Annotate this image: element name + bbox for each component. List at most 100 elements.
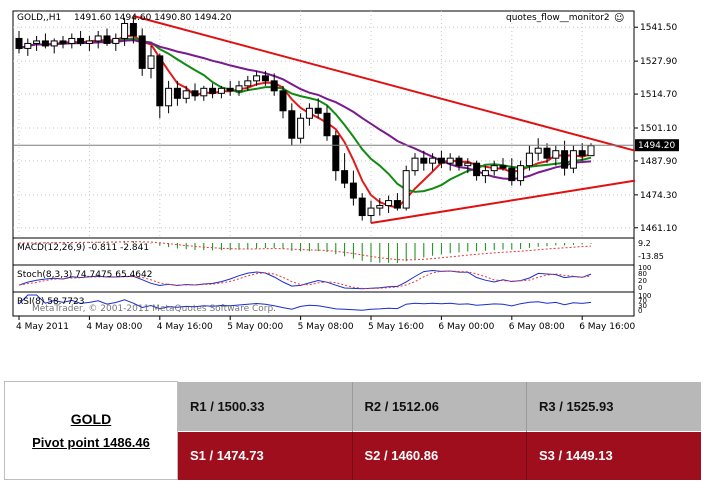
time-tick-label: 4 May 2011 bbox=[16, 322, 69, 332]
candle-body bbox=[156, 55, 164, 107]
candle bbox=[349, 170, 357, 206]
candle bbox=[305, 103, 313, 126]
macd-bar bbox=[247, 243, 249, 250]
macd-bar bbox=[282, 243, 284, 250]
candle-body bbox=[15, 37, 23, 49]
candle-body bbox=[191, 90, 199, 97]
stoch-axis-0: 0 bbox=[638, 284, 642, 292]
macd-bar bbox=[396, 243, 398, 263]
pivot-point-value: Pivot point 1486.46 bbox=[32, 435, 150, 450]
macd-bar bbox=[528, 243, 530, 248]
candle-body bbox=[578, 150, 586, 157]
candle-body bbox=[270, 80, 278, 92]
candle bbox=[473, 160, 481, 181]
candle-body bbox=[473, 162, 481, 177]
candle-body bbox=[59, 40, 67, 44]
candle bbox=[253, 70, 261, 86]
candle bbox=[455, 155, 463, 171]
trendlines bbox=[133, 15, 636, 225]
candle bbox=[508, 158, 516, 186]
watermark: MetaTrader, © 2001-2011 MetaQuotes Softw… bbox=[32, 304, 276, 314]
price-chart[interactable]: 1541.50 1527.90 1514.70 1501.10 1487.90 1474.… bbox=[0, 0, 707, 340]
candle bbox=[525, 145, 533, 171]
macd-bar bbox=[581, 243, 583, 245]
candle-body bbox=[411, 157, 419, 172]
trendline-1 bbox=[133, 15, 636, 152]
candle bbox=[420, 150, 428, 171]
candle bbox=[490, 160, 498, 176]
candle bbox=[129, 15, 137, 44]
macd-label: MACD(12,26,9) -0.811 -2.841 bbox=[17, 243, 149, 253]
macd-bar bbox=[88, 241, 90, 243]
stoch-main-line bbox=[18, 269, 592, 290]
chart-background bbox=[0, 0, 707, 340]
macd-bar bbox=[432, 243, 434, 256]
macd-signal-line bbox=[19, 241, 592, 261]
macd-bar bbox=[273, 243, 275, 249]
candle bbox=[77, 30, 85, 46]
candle-body bbox=[543, 147, 551, 159]
candle bbox=[332, 130, 340, 181]
chart-symbol-label: GOLD,,H1 bbox=[17, 13, 61, 23]
macd-bar bbox=[467, 243, 469, 252]
macd-bar bbox=[449, 243, 451, 254]
candle bbox=[534, 138, 542, 161]
candle-body bbox=[253, 75, 261, 82]
smiley-icon: ☺ bbox=[614, 13, 624, 24]
candle-body bbox=[305, 107, 313, 119]
candle-body bbox=[226, 87, 234, 92]
candle-body bbox=[552, 150, 560, 159]
macd-bar bbox=[546, 243, 548, 247]
candle bbox=[33, 35, 41, 51]
macd-bar bbox=[414, 243, 416, 260]
candle-body bbox=[129, 22, 137, 37]
stoch-axis-100: 100 bbox=[638, 264, 651, 272]
price-axis: 1541.50 1527.90 1514.70 1501.10 1487.90 1474.… bbox=[634, 23, 677, 234]
resistance-2: R2 / 1512.06 bbox=[351, 381, 527, 431]
macd-bar bbox=[53, 242, 55, 243]
candle bbox=[517, 160, 525, 186]
macd-bar bbox=[555, 243, 557, 246]
pivot-symbol-cell: GOLD Pivot point 1486.46 bbox=[4, 381, 178, 480]
rsi-pane[interactable] bbox=[12, 291, 635, 317]
candle-body bbox=[429, 157, 437, 164]
candle-body bbox=[182, 90, 190, 99]
candle-body bbox=[314, 107, 322, 114]
macd-bar bbox=[484, 243, 486, 251]
current-price-label: 1494.20 bbox=[638, 141, 675, 151]
candle-body bbox=[341, 170, 349, 184]
candle bbox=[121, 18, 129, 46]
candle-body bbox=[499, 165, 507, 169]
candle bbox=[569, 145, 577, 174]
time-tick-label: 5 May 00:00 bbox=[227, 322, 283, 332]
stoch-axis-20: 20 bbox=[638, 277, 647, 285]
macd-bar bbox=[590, 243, 592, 244]
price-tick-label: 1461.10 bbox=[640, 224, 677, 234]
trendline-2 bbox=[370, 179, 636, 225]
candle-body bbox=[261, 75, 269, 82]
candle-body bbox=[455, 157, 463, 167]
support-2: S2 / 1460.86 bbox=[351, 430, 527, 480]
candle bbox=[226, 80, 234, 96]
candle-body bbox=[165, 87, 173, 107]
candle bbox=[270, 73, 278, 96]
candle-body bbox=[77, 37, 85, 44]
time-axis: 4 May 2011 4 May 08:00 4 May 16:00 5 May 00… bbox=[16, 316, 635, 332]
candle-body bbox=[402, 170, 410, 209]
time-tick-label: 4 May 08:00 bbox=[86, 322, 142, 332]
candle-body bbox=[561, 150, 569, 169]
rsi-axis-100: 100 bbox=[638, 292, 651, 300]
macd-bar bbox=[203, 243, 205, 251]
macd-bar bbox=[229, 243, 231, 251]
macd-bar bbox=[352, 243, 354, 259]
macd-bar bbox=[291, 243, 293, 251]
candle-body bbox=[50, 40, 58, 47]
candle bbox=[288, 103, 296, 146]
candle bbox=[147, 45, 155, 79]
candle bbox=[367, 200, 375, 224]
macd-bar bbox=[300, 243, 302, 252]
pivot-table: GOLD Pivot point 1486.46 R1 / 1500.33 R2… bbox=[4, 381, 701, 480]
candle bbox=[358, 193, 366, 221]
macd-bar bbox=[440, 243, 442, 255]
candle bbox=[244, 75, 252, 91]
